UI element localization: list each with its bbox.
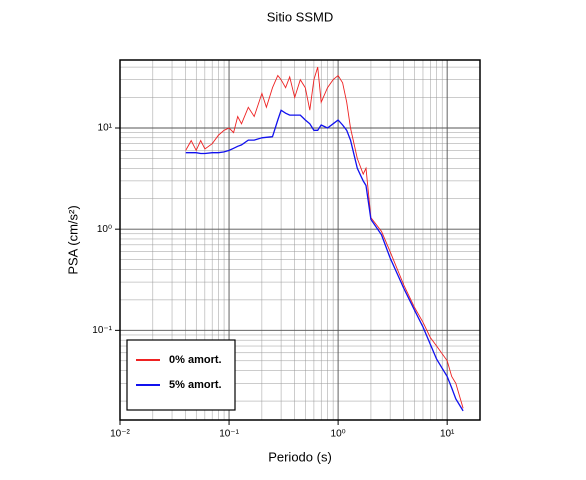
x-tick-label: 10⁰ bbox=[331, 429, 346, 440]
series-line bbox=[185, 109, 464, 412]
x-tick-label: 10⁻² bbox=[110, 429, 130, 440]
x-tick-label: 10⁻¹ bbox=[219, 429, 239, 440]
legend-label: 5% amort. bbox=[169, 379, 222, 391]
plot-frame bbox=[119, 59, 481, 421]
legend: 0% amort. 5% amort. bbox=[126, 339, 236, 411]
y-axis-label: PSA (cm/s²) bbox=[65, 205, 80, 274]
x-tick-label: 10¹ bbox=[440, 429, 455, 440]
series-line bbox=[185, 66, 464, 409]
y-tick-label: 10⁻¹ bbox=[92, 325, 112, 336]
x-axis-label: Periodo (s) bbox=[268, 449, 332, 464]
y-tick-label: 10⁰ bbox=[97, 224, 112, 235]
legend-label: 0% amort. bbox=[169, 354, 222, 366]
y-tick-label: 10¹ bbox=[98, 123, 113, 134]
legend-box bbox=[126, 339, 236, 411]
chart-title: Sitio SSMD bbox=[267, 9, 333, 24]
